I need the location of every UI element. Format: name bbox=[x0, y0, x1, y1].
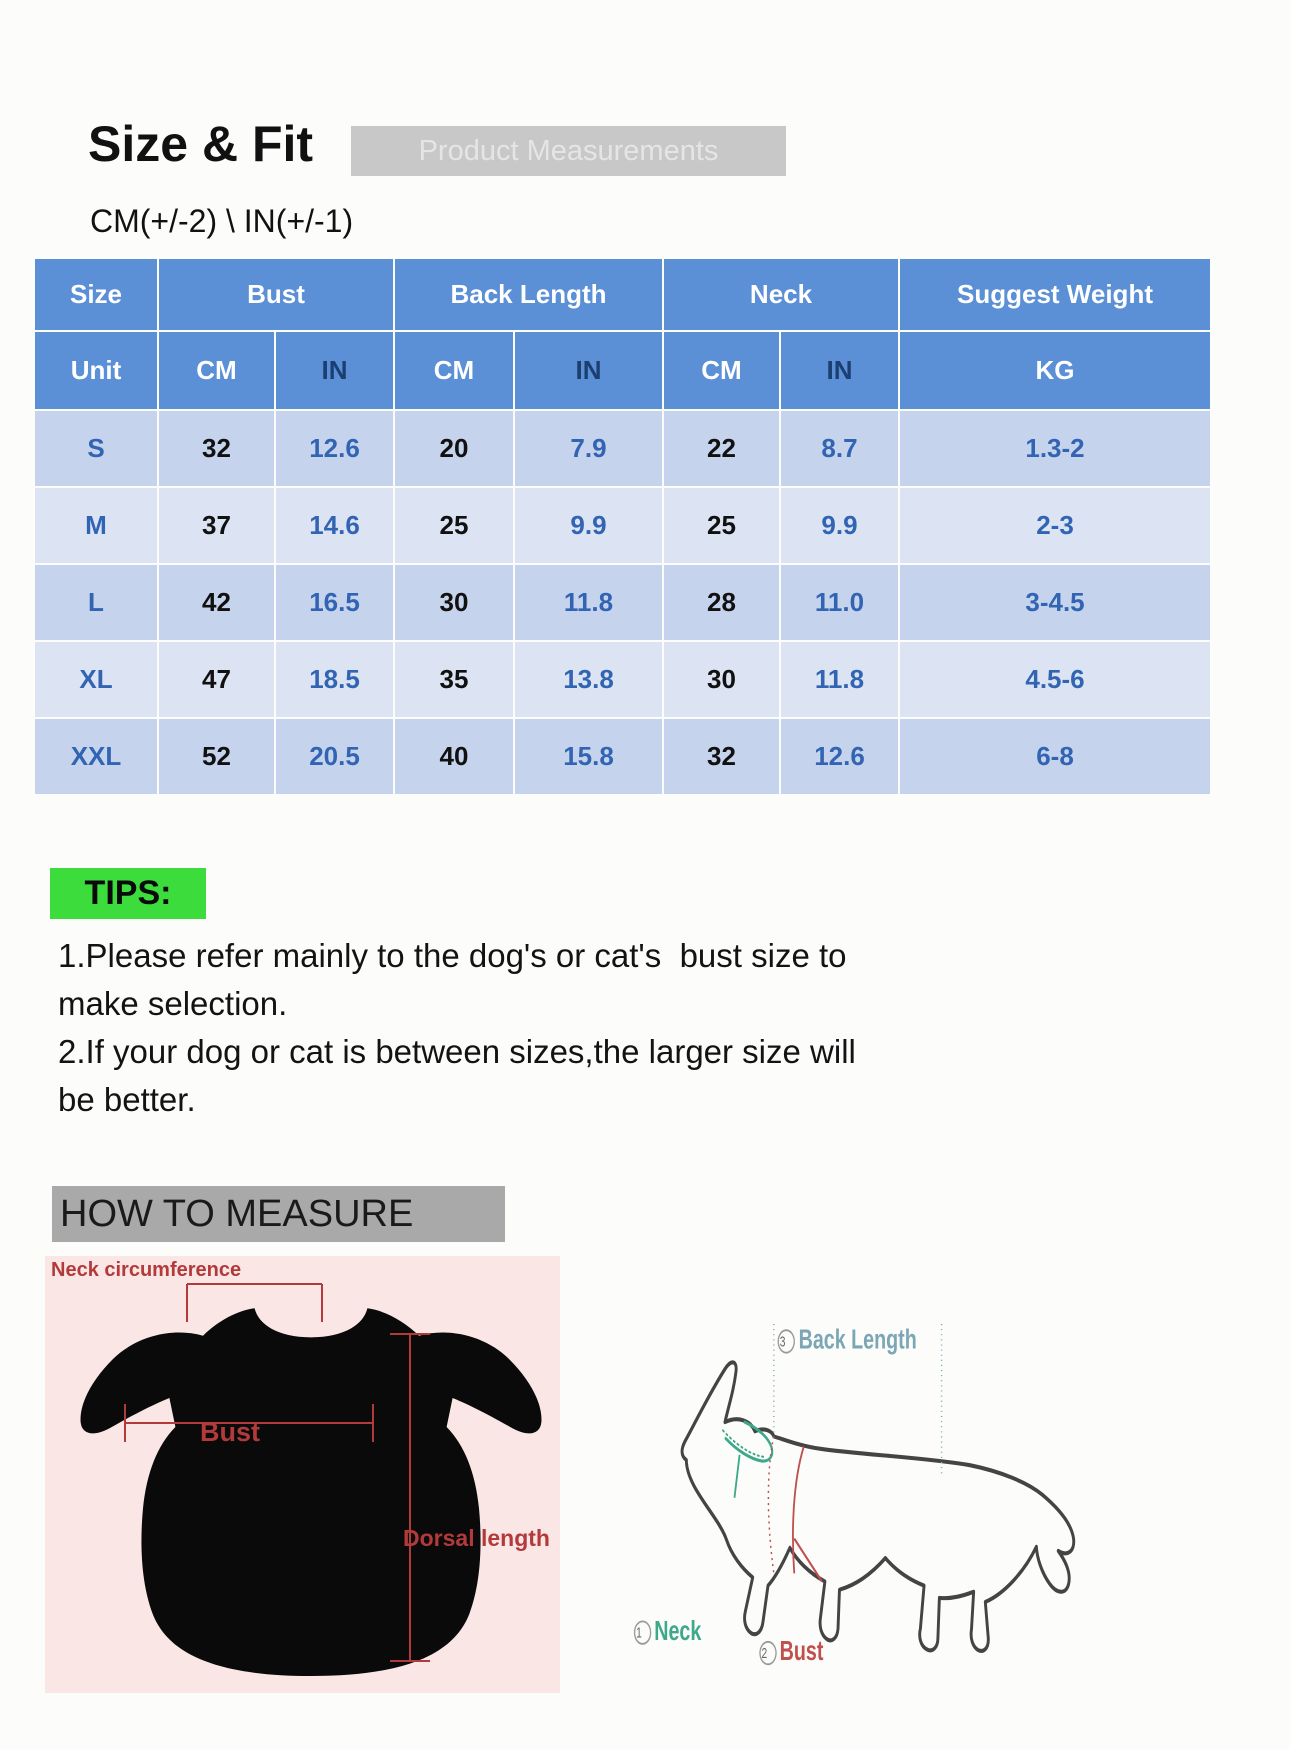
svg-text:Neck circumference: Neck circumference bbox=[51, 1259, 241, 1281]
svg-text:3: 3 bbox=[780, 1334, 786, 1350]
svg-text:1: 1 bbox=[636, 1625, 642, 1641]
svg-text:Dorsal length: Dorsal length bbox=[403, 1525, 550, 1551]
svg-text:Neck: Neck bbox=[654, 1616, 702, 1647]
svg-text:Bust: Bust bbox=[200, 1417, 260, 1447]
svg-text:Back Length: Back Length bbox=[799, 1324, 917, 1355]
svg-text:Bust: Bust bbox=[780, 1636, 824, 1667]
svg-text:2: 2 bbox=[762, 1645, 768, 1661]
